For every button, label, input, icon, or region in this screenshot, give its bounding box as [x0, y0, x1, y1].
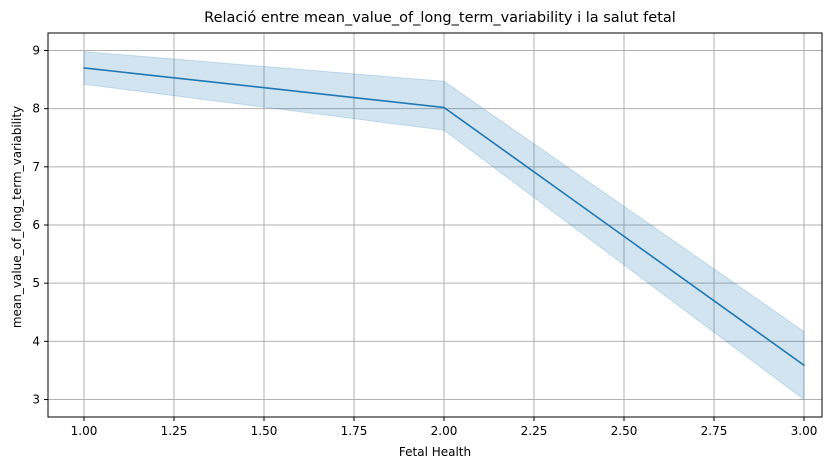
- y-tick-label: 6: [32, 218, 40, 232]
- y-tick-label: 9: [32, 43, 40, 57]
- x-tick-label: 1.75: [341, 424, 368, 438]
- x-tick-label: 1.25: [161, 424, 188, 438]
- confidence-band: [83, 51, 805, 401]
- chart-title: Relació entre mean_value_of_long_term_va…: [204, 10, 676, 26]
- grid: [48, 33, 822, 417]
- x-tick-label: 1.50: [251, 424, 278, 438]
- data-point: [83, 67, 85, 69]
- data-point: [803, 364, 805, 367]
- y-tick-label: 7: [32, 160, 40, 174]
- y-tick-label: 4: [32, 334, 40, 348]
- x-tick-label: 2.25: [521, 424, 548, 438]
- data-point: [443, 106, 445, 109]
- x-tick-label: 3.00: [791, 424, 818, 438]
- ticks: 1.00 1.25 1.50 1.75 2.00 2.25 2.50 2.75 3.00 3 4 5 6…: [32, 43, 817, 438]
- x-tick-label: 2.00: [431, 424, 458, 438]
- y-tick-label: 3: [32, 393, 40, 407]
- y-tick-label: 5: [32, 276, 40, 290]
- x-axis-label: Fetal Health: [399, 445, 471, 459]
- x-tick-label: 2.75: [701, 424, 728, 438]
- confidence-band-layer: [83, 51, 805, 401]
- y-tick-label: 8: [32, 102, 40, 116]
- x-tick-label: 2.50: [611, 424, 638, 438]
- x-tick-label: 1.00: [71, 424, 98, 438]
- data-points-layer: [83, 67, 805, 367]
- y-axis-label: mean_value_of_long_term_variability: [10, 106, 24, 328]
